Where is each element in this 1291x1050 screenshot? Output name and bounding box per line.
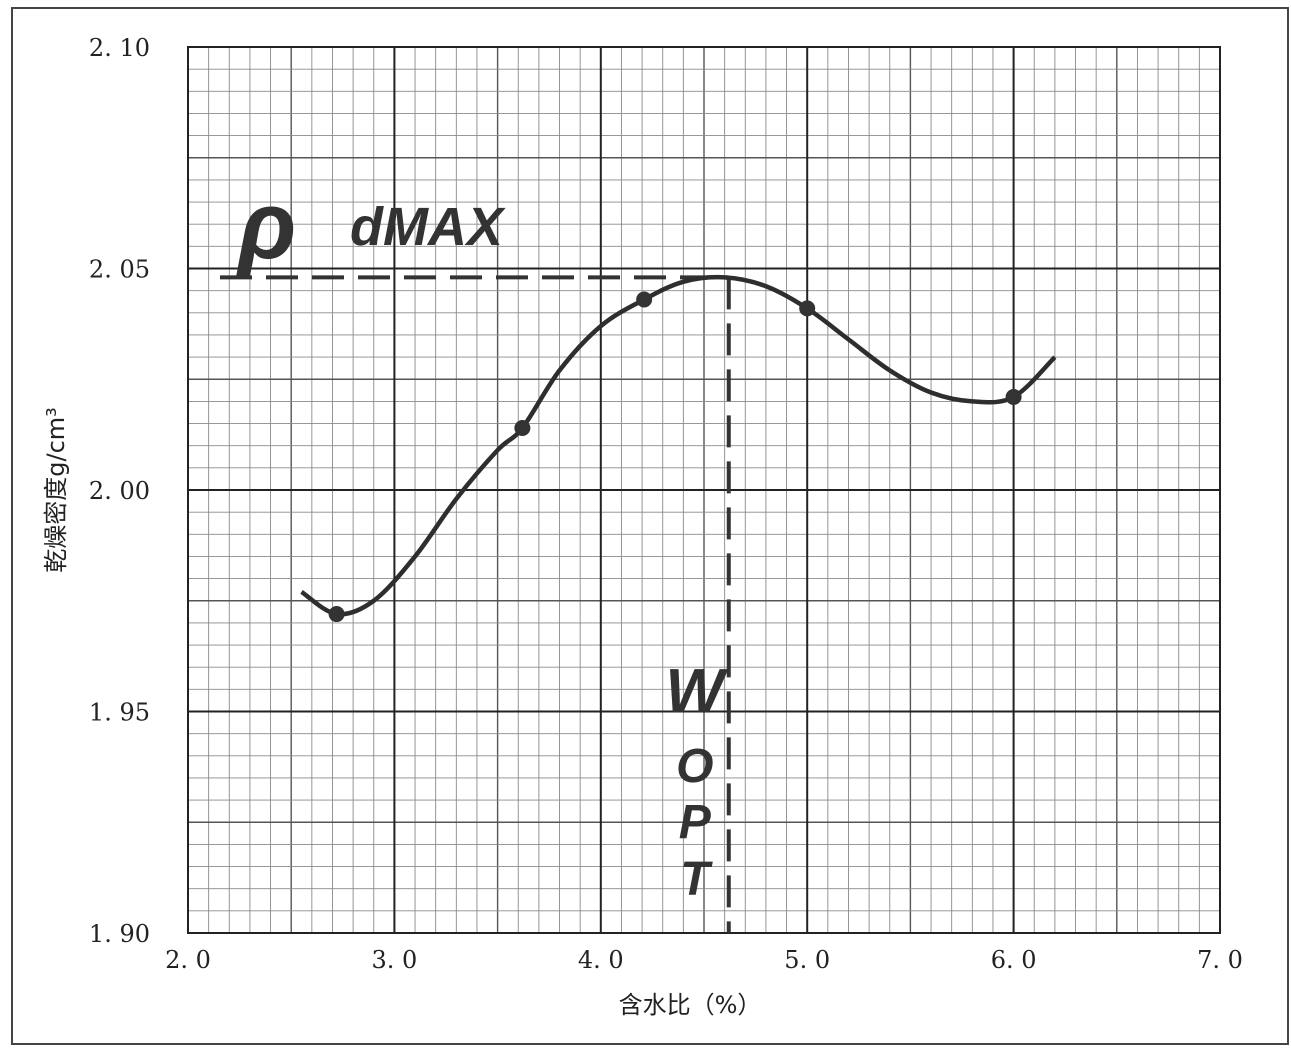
w-opt-letter: O [676,740,713,793]
data-points [328,291,1022,623]
w-opt-letter: P [679,796,712,849]
y-tick-labels: 1. 90 1. 95 2. 00 2. 05 2. 10 [89,34,150,948]
data-point [514,419,531,436]
dmax-annotation: dMAX [350,197,506,257]
y-axis-label: 乾燥密度g/cm³ [42,407,70,573]
x-axis-label: 含水比（%） [619,991,762,1019]
plot-area-border [187,46,1221,934]
data-point [636,291,653,308]
reference-lines [220,275,731,933]
y-tick-label: 2. 10 [89,34,150,62]
x-tick-label: 7. 0 [1197,946,1243,974]
x-tick-label: 3. 0 [372,946,418,974]
x-tick-label: 6. 0 [991,946,1037,974]
x-tick-labels: 2. 0 3. 0 4. 0 5. 0 6. 0 7. 0 [165,946,1243,974]
y-tick-label: 2. 00 [89,477,150,505]
fitted-curve [300,274,1057,617]
y-tick-label: 1. 90 [89,920,150,948]
w-opt-letter: W [666,657,729,726]
rho-symbol-annotation: ρ [235,172,296,279]
y-tick-label: 1. 95 [89,699,150,727]
x-tick-label: 5. 0 [784,946,830,974]
data-point [1005,388,1022,405]
w-opt-letter: T [680,853,713,906]
data-point [328,606,345,623]
data-point [799,300,816,317]
x-tick-label: 4. 0 [578,946,624,974]
x-tick-label: 2. 0 [165,946,211,974]
y-tick-label: 2. 05 [89,256,150,284]
